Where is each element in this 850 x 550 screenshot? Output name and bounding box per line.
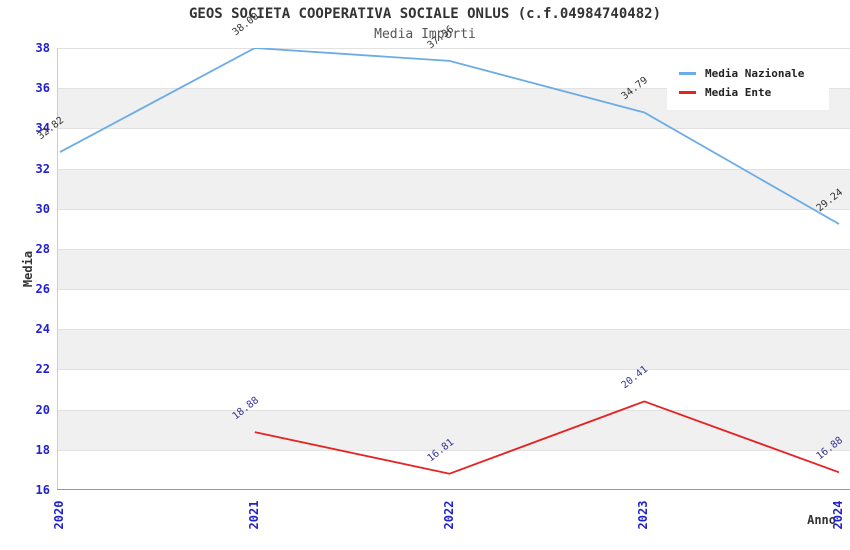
x-axis-label: Anno [807,513,836,527]
plot-band [58,449,850,490]
plot-band [58,128,850,169]
x-tick-label: 2023 [636,500,651,530]
y-tick-label: 38 [35,41,50,55]
gridline [58,449,850,451]
gridline [58,289,850,291]
legend-line-marker-nazionale [679,72,696,75]
y-tick-label: 36 [35,81,50,96]
gridline [58,128,850,130]
chart-title: GEOS SOCIETA COOPERATIVA SOCIALE ONLUS (… [188,6,661,22]
y-tick-label: 32 [35,161,50,176]
plot-band [58,289,850,330]
gridline [58,208,850,210]
gridline [58,168,850,170]
plot-band [58,369,850,410]
legend-line-marker-ente [679,91,696,94]
y-tick-label: 34 [35,121,50,136]
gridline [58,369,850,371]
legend: Media Nazionale Media Ente [667,56,829,110]
legend-item-media-ente: Media Ente [679,84,819,101]
chart-subtitle: Media Importi [374,27,476,42]
y-tick-label: 22 [35,362,50,377]
x-tick-label: 2022 [441,500,456,530]
y-tick-label: 16 [35,483,50,497]
plot-band [58,409,850,450]
series-line-media-ente [254,400,840,475]
gridline [58,48,850,49]
plot-band [58,329,850,370]
legend-label-nazionale: Media Nazionale [705,67,805,80]
plot-band [58,208,850,249]
y-tick-label: 18 [35,442,50,457]
gridline [58,409,850,411]
y-tick-label: 28 [35,241,50,256]
plot-area: Media Nazionale Media Ente [57,48,850,490]
plot-band [58,168,850,209]
series-plot [59,48,840,475]
legend-item-media-nazionale: Media Nazionale [679,65,819,82]
x-tick-label: 2021 [246,500,261,530]
gridline [58,248,850,250]
y-tick-label: 24 [35,322,50,337]
plot-band [58,248,850,290]
gridline [58,329,850,331]
x-axis-line [57,489,850,490]
series-line-media-nazionale [59,48,840,225]
y-tick-label: 20 [35,402,50,417]
x-tick-label: 2024 [831,500,845,530]
x-tick-label: 2020 [52,500,66,530]
y-tick-label: 30 [35,201,50,216]
y-tick-label: 26 [35,282,50,297]
legend-label-ente: Media Ente [705,86,772,99]
gridline [58,88,850,90]
